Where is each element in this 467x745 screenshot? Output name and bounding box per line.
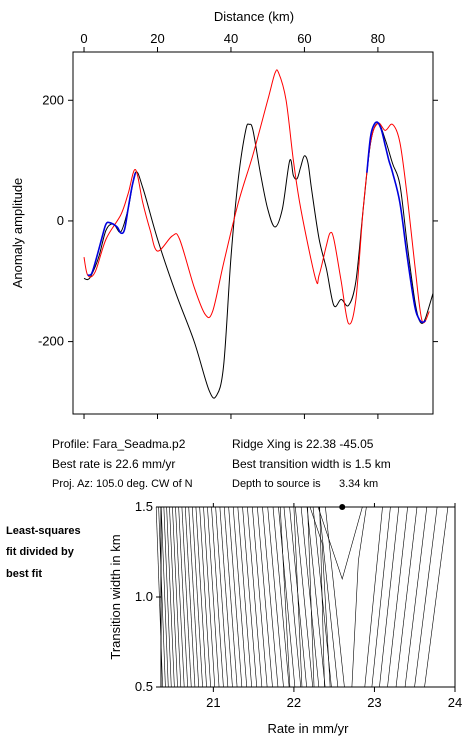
contour-line [387, 506, 408, 688]
top-ytick-label: 200 [42, 92, 64, 107]
contour-line [257, 506, 273, 688]
contour-line [283, 506, 302, 688]
contour-line [414, 506, 438, 688]
contour-line [317, 506, 363, 581]
bottom-xlabel: Rate in mm/yr [268, 721, 350, 736]
contour-line [223, 506, 238, 688]
bottom-xtick-label: 24 [448, 695, 462, 710]
contour-line [228, 506, 243, 688]
top-series-group [83, 69, 434, 399]
top-plot-frame [72, 51, 434, 415]
contour-line [309, 506, 331, 688]
depth-value: 3.34 km [339, 478, 379, 490]
top-axis-ticks: 0 20 40 60 80 -200 0 200 [38, 31, 438, 419]
series-line-1 [83, 69, 430, 325]
contour-line [379, 506, 400, 688]
contour-line [404, 506, 428, 688]
contour-line [169, 506, 178, 688]
series-line-0 [83, 122, 434, 399]
contour-line [184, 506, 196, 688]
bottom-ytick-label: 1.0 [135, 589, 153, 604]
contour-line [172, 506, 182, 688]
contour-line [252, 506, 268, 688]
contour-line [232, 506, 248, 688]
contour-line [272, 506, 290, 688]
contour-line [166, 506, 175, 688]
ridge-xing-label: Ridge Xing is 22.38 -45.05 [232, 437, 374, 451]
contour-line [175, 506, 185, 688]
contour-line [219, 506, 233, 688]
bottom-xtick-label: 22 [287, 695, 301, 710]
contour-line [247, 506, 263, 688]
top-xtick-label: 80 [371, 31, 385, 46]
top-xtick-label: 20 [150, 31, 164, 46]
contour-line [318, 506, 339, 688]
contour-line [207, 506, 220, 688]
contour-line [163, 506, 172, 688]
contour-line [351, 506, 367, 688]
contour-line [395, 506, 418, 688]
contour-line [325, 506, 345, 688]
contour-line [191, 506, 203, 688]
contour-line [267, 506, 284, 688]
contour-lines [155, 506, 449, 688]
bottom-xtick-label: 23 [367, 695, 381, 710]
contour-line [319, 506, 325, 688]
top-xtick-label: 60 [297, 31, 311, 46]
contour-line [211, 506, 224, 688]
contour-line [295, 506, 314, 688]
contour-line [364, 506, 383, 688]
contour-line [215, 506, 229, 688]
contour-line [178, 506, 188, 688]
side-caption-line-1: Least-squares [6, 525, 81, 537]
contour-line [237, 506, 252, 688]
contour-line [262, 506, 279, 688]
contour-line [199, 506, 211, 688]
contour-line [203, 506, 216, 688]
top-xtick-label: 40 [224, 31, 238, 46]
contour-line [424, 506, 449, 688]
bottom-xtick-label: 21 [206, 695, 220, 710]
bottom-axis-ticks: 21 22 23 24 0.5 1.0 1.5 [135, 499, 462, 710]
side-caption-line-3: best fit [6, 568, 43, 580]
contour-line [242, 506, 258, 688]
top-ytick-label: 0 [57, 213, 64, 228]
profile-label: Profile: Fara_Seadma.p2 [52, 437, 186, 451]
top-ylabel: Anomaly amplitude [10, 178, 25, 289]
contour-line [195, 506, 207, 688]
bottom-ylabel: Transition width in km [108, 534, 123, 659]
series-line-2 [366, 121, 427, 324]
contour-line [181, 506, 192, 688]
contour-line [371, 506, 391, 688]
contour-line [306, 506, 326, 688]
contour-line [160, 506, 169, 688]
proj-az-label: Proj. Az: 105.0 deg. CW of N [52, 478, 193, 490]
top-xlabel: Distance (km) [214, 9, 294, 24]
bottom-ytick-label: 0.5 [135, 679, 153, 694]
contour-line [279, 506, 291, 688]
bottom-ytick-label: 1.5 [135, 499, 153, 514]
contour-line [278, 506, 296, 688]
contour-line [293, 506, 303, 688]
side-caption-line-2: fit divided by [6, 546, 74, 558]
depth-label: Depth to source is [232, 478, 321, 490]
series-line-2 [87, 172, 137, 277]
contour-line [158, 506, 166, 688]
best-fit-point [339, 504, 346, 510]
contour-line [307, 506, 315, 688]
top-xtick-label: 0 [80, 31, 87, 46]
top-ytick-label: -200 [38, 334, 64, 349]
best-width-label: Best transition width is 1.5 km [232, 457, 391, 471]
best-rate-label: Best rate is 22.6 mm/yr [52, 457, 176, 471]
contour-line [300, 506, 320, 688]
contour-line [188, 506, 200, 688]
